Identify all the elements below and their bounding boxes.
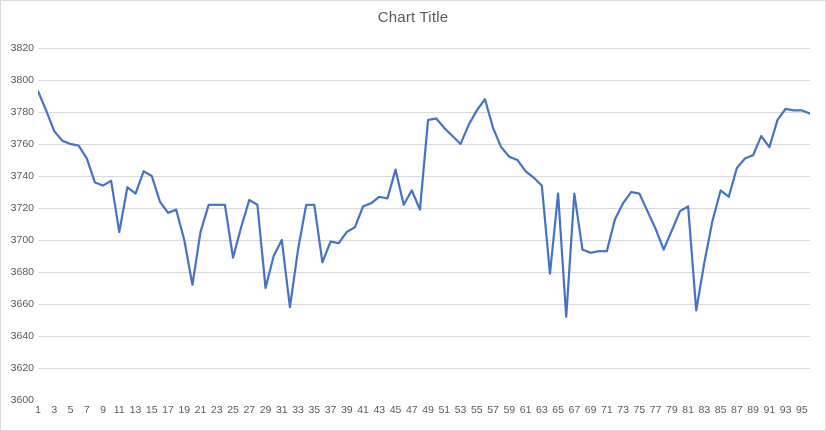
x-axis-tick-label: 9	[100, 404, 106, 416]
x-axis-tick-label: 31	[275, 404, 288, 416]
y-axis-tick-label: 3700	[10, 234, 34, 246]
x-axis-tick-label: 57	[487, 404, 499, 416]
y-axis-tick-label: 3600	[10, 394, 34, 406]
x-axis-tick-label: 29	[259, 404, 272, 416]
x-axis-tick-label: 95	[796, 404, 808, 416]
x-axis: 1 3 5 7 9 11 13 15 17 19 21 23 25 27 29 31 33 35 37 39 41 43 4…	[35, 404, 810, 422]
y-axis-tick-label: 3720	[10, 202, 34, 214]
x-axis-tick-label: 43	[373, 404, 386, 416]
x-axis-tick-label: 35	[308, 404, 321, 416]
x-axis-tick-label: 11	[113, 404, 125, 416]
x-axis-tick-label: 1	[35, 404, 41, 416]
x-axis-tick-label: 45	[389, 404, 402, 416]
y-axis-tick-label: 3620	[10, 362, 34, 374]
x-axis-tick-label: 81	[682, 404, 694, 416]
x-axis-tick-label: 23	[210, 404, 223, 416]
x-axis-tick-label: 27	[243, 404, 256, 416]
x-axis-tick-label: 89	[747, 404, 759, 416]
y-axis-tick-label: 3740	[10, 170, 34, 182]
x-axis-tick-label: 93	[779, 404, 792, 416]
x-axis-tick-label: 25	[227, 404, 239, 416]
x-axis-tick-label: 5	[67, 404, 74, 416]
gridlines	[38, 48, 810, 369]
x-axis-tick-label: 33	[292, 404, 304, 416]
y-axis-tick-label: 3660	[10, 298, 34, 310]
chart-title: Chart Title	[377, 9, 449, 26]
x-axis-tick-label: 69	[584, 404, 597, 416]
x-axis-tick-label: 3	[51, 404, 58, 416]
x-axis-tick-label: 51	[438, 404, 451, 416]
x-axis-tick-label: 19	[178, 404, 191, 416]
data-series-line	[38, 90, 810, 318]
x-axis-tick-label: 47	[405, 404, 418, 416]
x-axis-tick-label: 37	[324, 404, 337, 416]
x-axis-tick-label: 71	[600, 404, 613, 416]
y-axis-tick-label: 3760	[10, 138, 34, 150]
x-axis-tick-label: 85	[714, 404, 727, 416]
x-axis-tick-label: 63	[535, 404, 548, 416]
x-axis-tick-label: 39	[340, 404, 353, 416]
x-axis-tick-label: 15	[145, 404, 158, 416]
y-axis-tick-label: 3780	[10, 106, 34, 118]
y-axis-tick-label: 3640	[10, 330, 34, 342]
x-axis-tick-label: 41	[357, 404, 369, 416]
plot-area	[38, 48, 810, 400]
x-axis-tick-label: 77	[649, 404, 662, 416]
y-axis: 3820 3800 3780 3760 3740 3720 3700 3680 3660 3640…	[0, 42, 34, 406]
y-axis-tick-label: 3680	[10, 266, 34, 278]
x-axis-tick-label: 59	[503, 404, 516, 416]
x-axis-tick-label: 79	[666, 404, 678, 416]
x-axis-tick-label: 49	[422, 404, 434, 416]
y-axis-tick-label: 3800	[10, 74, 34, 86]
x-axis-tick-label: 55	[470, 404, 483, 416]
x-axis-tick-label: 75	[633, 404, 646, 416]
x-axis-tick-label: 91	[763, 404, 776, 416]
x-axis-tick-label: 53	[454, 404, 467, 416]
x-axis-tick-label: 7	[83, 404, 90, 416]
x-axis-tick-label: 61	[519, 404, 532, 416]
x-axis-tick-label: 83	[698, 404, 711, 416]
x-axis-tick-label: 17	[162, 404, 174, 416]
series-polyline	[38, 90, 810, 318]
x-axis-tick-label: 73	[617, 404, 629, 416]
x-axis-tick-label: 65	[552, 404, 564, 416]
x-axis-tick-label: 87	[731, 404, 743, 416]
y-axis-tick-label: 3820	[10, 42, 34, 54]
x-axis-tick-label: 21	[194, 404, 207, 416]
x-axis-tick-label: 13	[129, 404, 142, 416]
x-axis-tick-label: 67	[568, 404, 581, 416]
